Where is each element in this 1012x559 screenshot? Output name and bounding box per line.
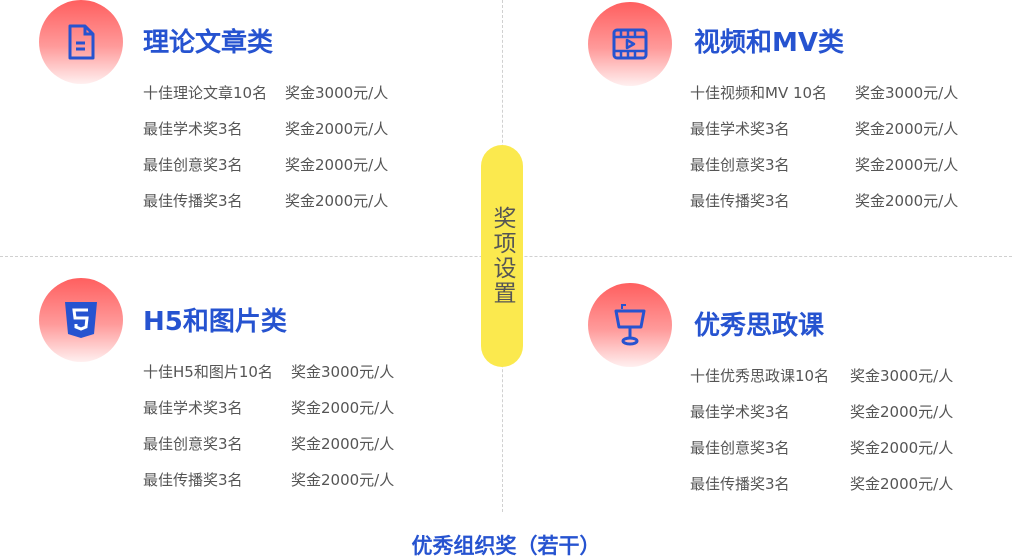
award-name: 最佳创意奖3名 [690, 156, 790, 174]
award-name: 最佳传播奖3名 [690, 475, 790, 493]
award-prize: 奖金3000元/人 [285, 84, 389, 102]
footer-award: 优秀组织奖（若干） [411, 534, 601, 558]
html5-icon [39, 278, 123, 362]
award-name: 最佳传播奖3名 [690, 192, 790, 210]
document-icon [39, 0, 123, 84]
award-prize: 奖金3000元/人 [855, 84, 959, 102]
award-prize: 奖金2000元/人 [291, 399, 395, 417]
category-title: 优秀思政课 [694, 311, 825, 341]
award-name: 最佳学术奖3名 [690, 403, 790, 421]
award-prize: 奖金2000元/人 [855, 156, 959, 174]
award-prize: 奖金2000元/人 [850, 439, 954, 457]
award-prize: 奖金2000元/人 [285, 192, 389, 210]
center-label-pill: 奖项设置 [481, 145, 523, 367]
category-title: 理论文章类 [143, 28, 274, 58]
center-label: 奖项设置 [489, 206, 515, 306]
award-name: 最佳创意奖3名 [690, 439, 790, 457]
video-icon [588, 2, 672, 86]
award-prize: 奖金2000元/人 [850, 475, 954, 493]
award-name: 十佳视频和MV 10名 [690, 84, 828, 102]
award-prize: 奖金2000元/人 [855, 120, 959, 138]
award-name: 最佳传播奖3名 [143, 471, 243, 489]
award-prize: 奖金2000元/人 [291, 471, 395, 489]
award-name: 十佳H5和图片10名 [143, 363, 273, 381]
category-title: 视频和MV类 [694, 28, 844, 58]
award-name: 最佳创意奖3名 [143, 156, 243, 174]
award-name: 十佳理论文章10名 [143, 84, 268, 102]
award-name: 最佳传播奖3名 [143, 192, 243, 210]
award-prize: 奖金2000元/人 [285, 120, 389, 138]
award-prize: 奖金3000元/人 [850, 367, 954, 385]
award-prize: 奖金3000元/人 [291, 363, 395, 381]
award-prize: 奖金2000元/人 [850, 403, 954, 421]
award-prize: 奖金2000元/人 [855, 192, 959, 210]
award-name: 最佳学术奖3名 [690, 120, 790, 138]
award-name: 最佳学术奖3名 [143, 399, 243, 417]
podium-icon [588, 283, 672, 367]
award-name: 最佳创意奖3名 [143, 435, 243, 453]
award-prize: 奖金2000元/人 [285, 156, 389, 174]
award-prize: 奖金2000元/人 [291, 435, 395, 453]
category-title: H5和图片类 [143, 307, 287, 337]
award-name: 最佳学术奖3名 [143, 120, 243, 138]
award-name: 十佳优秀思政课10名 [690, 367, 830, 385]
